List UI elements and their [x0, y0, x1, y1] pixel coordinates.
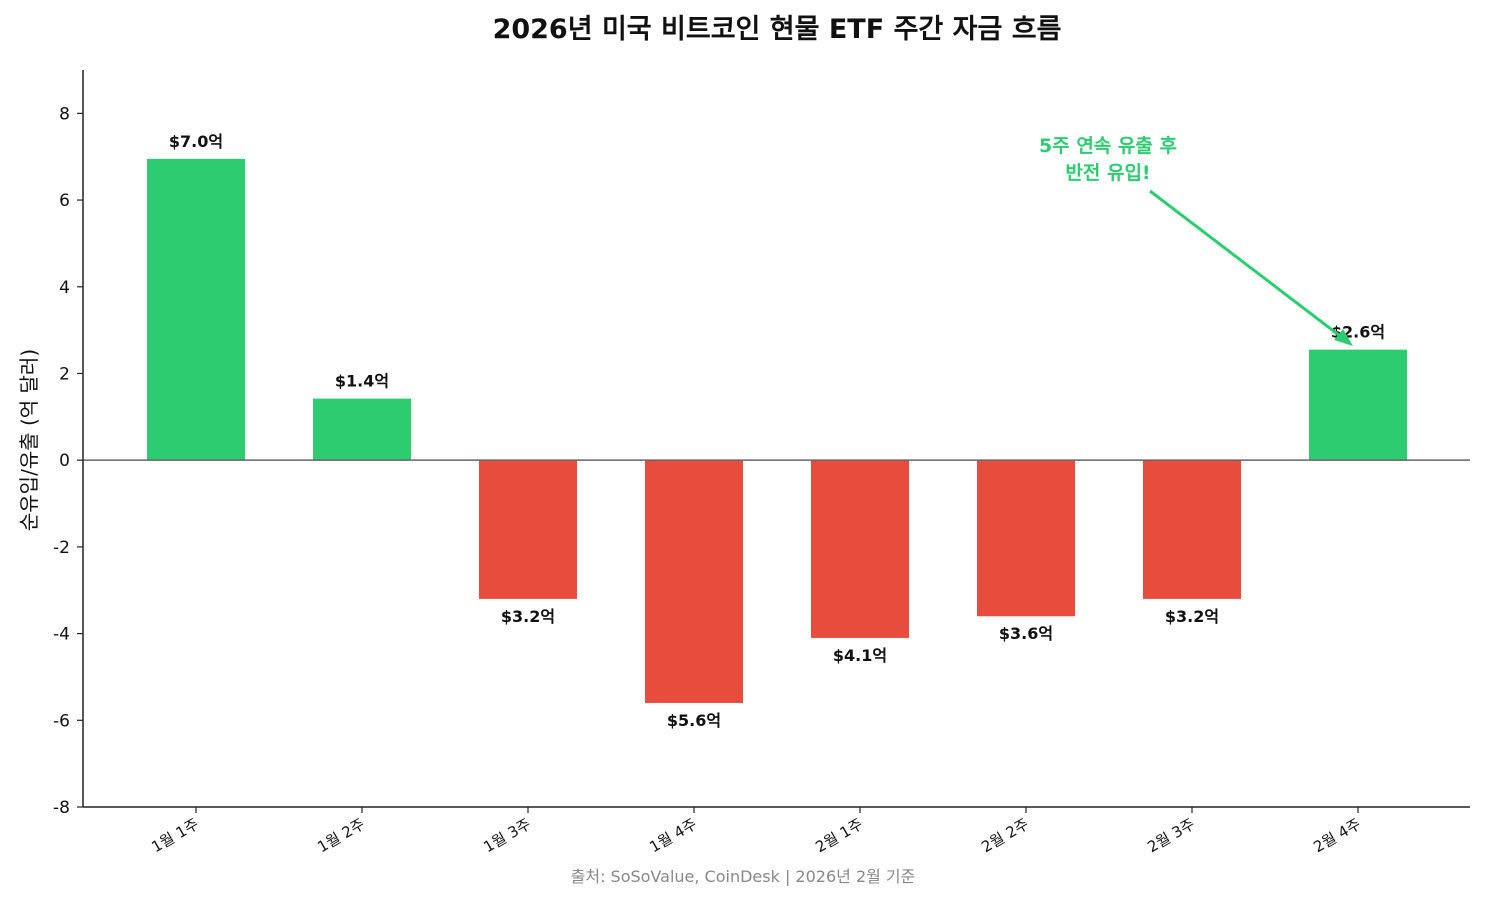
- y-tick-label: -8: [53, 798, 70, 818]
- x-tick-label: 2월 3주: [1144, 815, 1198, 856]
- data-label: $3.2억: [1165, 607, 1219, 626]
- y-tick-label: -2: [53, 538, 70, 558]
- x-tick-label: 1월 4주: [646, 815, 700, 856]
- y-axis-label: 순유입/유출 (억 달러): [17, 349, 41, 531]
- bar-1월 3주: [479, 460, 577, 599]
- y-tick-label: 2: [59, 364, 70, 384]
- x-tick-label: 1월 2주: [314, 815, 368, 856]
- data-label: $4.1억: [833, 646, 887, 665]
- source-note: 출처: SoSoValue, CoinDesk | 2026년 2월 기준: [571, 867, 916, 886]
- x-tick-label: 1월 1주: [148, 815, 202, 856]
- data-label: $5.6억: [667, 711, 721, 730]
- annotation-line-2: 반전 유입!: [1065, 162, 1150, 184]
- data-label: $1.4억: [335, 372, 389, 391]
- bar-1월 1주: [147, 158, 245, 461]
- annotation-line-1: 5주 연속 유출 후: [1039, 135, 1177, 157]
- y-tick-label: -4: [53, 625, 70, 645]
- data-label: $3.6억: [999, 624, 1053, 643]
- y-tick-label: 4: [59, 278, 70, 298]
- x-tick-label: 2월 1주: [812, 815, 866, 856]
- bar-2월 2주: [977, 460, 1075, 617]
- x-tick-label: 2월 4주: [1310, 815, 1364, 856]
- bar-1월 2주: [313, 398, 411, 461]
- arrow-head-icon: [1334, 329, 1353, 346]
- bar-2월 3주: [1143, 460, 1241, 599]
- data-label: $3.2억: [501, 607, 555, 626]
- annotation: 5주 연속 유출 후 반전 유입!: [1039, 135, 1353, 346]
- annotation-arrow: [1149, 189, 1349, 344]
- x-tick-label: 2월 2주: [978, 815, 1032, 856]
- bar-1월 4주: [645, 460, 743, 703]
- y-tick-label: 0: [59, 451, 70, 471]
- bar-2월 1주: [811, 460, 909, 638]
- data-label: $7.0억: [169, 132, 223, 151]
- x-tick-label: 1월 3주: [480, 815, 534, 856]
- chart-title: 2026년 미국 비트코인 현물 ETF 주간 자금 흐름: [493, 14, 1062, 45]
- y-tick-label: 6: [59, 191, 70, 211]
- y-tick-label: -6: [53, 711, 70, 731]
- y-tick-label: 8: [59, 104, 70, 124]
- bar-2월 4주: [1309, 349, 1407, 461]
